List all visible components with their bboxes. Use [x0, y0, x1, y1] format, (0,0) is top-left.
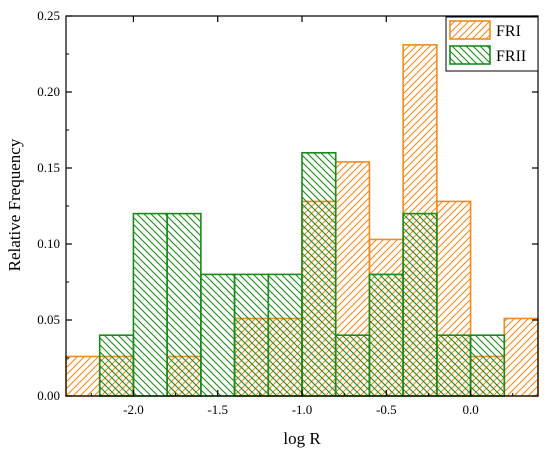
frii-bar-0 — [98, 334, 135, 397]
x-tick-label: -0.5 — [376, 402, 397, 417]
fri-bar-11 — [503, 317, 539, 397]
y-axis-title: Relative Frequency — [5, 138, 24, 271]
frii-bar-1 — [132, 212, 168, 397]
frii-bar-11 — [469, 334, 506, 397]
y-tick-label: 0.10 — [37, 236, 60, 251]
frii-bar-7 — [334, 334, 371, 397]
y-tick-label: 0.00 — [37, 388, 60, 403]
y-tick-label: 0.15 — [37, 160, 60, 175]
legend-swatch-fri — [449, 20, 491, 40]
frii-bar-6 — [301, 152, 337, 397]
frii-bars — [98, 152, 506, 397]
x-tick-label: 0.0 — [462, 402, 478, 417]
x-axis-title: log R — [283, 429, 321, 448]
frii-bar-5 — [267, 273, 303, 397]
y-tick-label: 0.25 — [37, 8, 60, 23]
frii-bar-4 — [233, 273, 270, 397]
frii-bar-3 — [200, 273, 236, 397]
frii-bar-9 — [402, 212, 438, 397]
x-tick-label: -2.0 — [123, 402, 144, 417]
frii-bar-8 — [368, 273, 404, 397]
fri-bar-0 — [65, 355, 101, 397]
y-tick-label: 0.05 — [37, 312, 60, 327]
x-tick-label: -1.5 — [207, 402, 228, 417]
frii-bar-2 — [166, 212, 202, 397]
axes: -2.0 -1.5 -1.0 -0.5 0.0 0.00 0.05 0.10 0.15 0.20 0… — [37, 8, 539, 417]
legend-label-fri: FRI — [496, 23, 521, 40]
x-tick-label: -1.0 — [292, 402, 313, 417]
legend: FRI FRII — [445, 16, 539, 72]
legend-label-frii: FRII — [496, 48, 526, 65]
y-tick-label: 0.20 — [37, 84, 60, 99]
legend-swatch-frii — [449, 45, 491, 65]
frii-bar-10 — [436, 334, 472, 397]
